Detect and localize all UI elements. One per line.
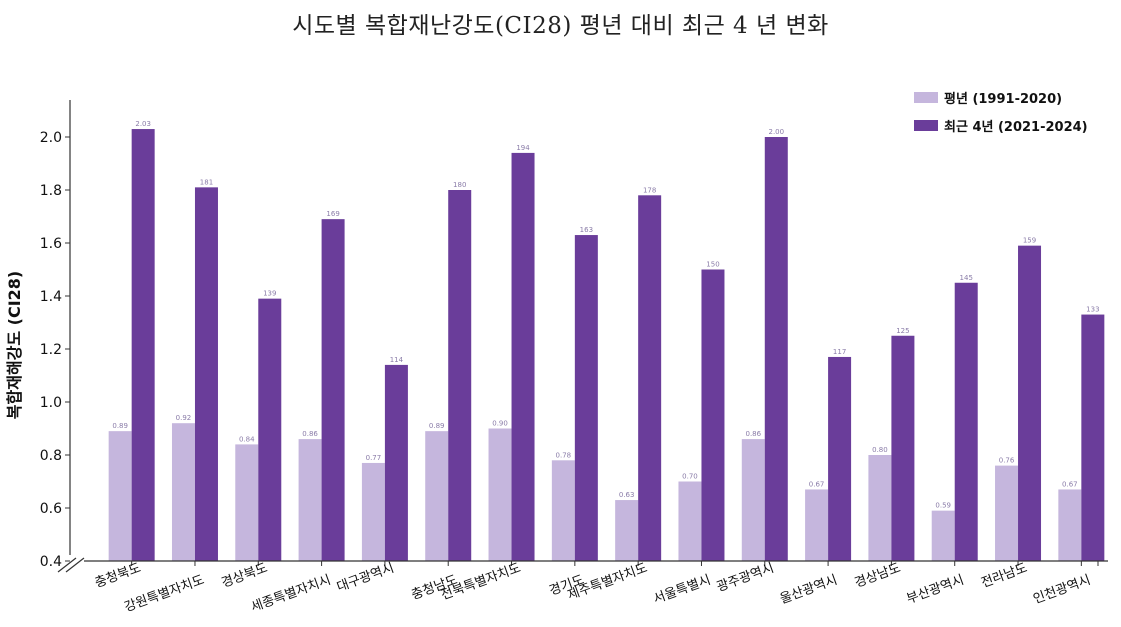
bar-recent-0	[131, 129, 155, 562]
value-label-normal-5: 0.89	[429, 422, 445, 430]
bars-layer	[108, 129, 1105, 562]
legend-swatch-1	[914, 120, 938, 131]
bar-normal-13	[931, 510, 955, 561]
bar-normal-10	[741, 439, 765, 561]
value-label-recent-8: 178	[643, 186, 656, 194]
category-label-9: 서울특별시	[652, 573, 713, 608]
bar-recent-5	[448, 190, 472, 561]
value-label-normal-6: 0.90	[492, 420, 508, 428]
legend-label-1: 최근 4년 (2021-2024)	[944, 120, 1088, 135]
bar-normal-12	[868, 455, 892, 561]
bar-normal-7	[551, 460, 575, 561]
legend-label-0: 평년 (1991-2020)	[944, 91, 1062, 107]
bar-recent-8	[638, 195, 662, 562]
value-label-normal-2: 0.84	[239, 435, 255, 443]
value-label-recent-14: 159	[1023, 237, 1036, 245]
y-tick-label-7: 1.8	[40, 183, 62, 199]
category-label-10: 광주광역시	[715, 561, 776, 596]
value-label-normal-3: 0.86	[302, 430, 318, 438]
value-label-normal-8: 0.63	[619, 491, 635, 499]
value-label-normal-11: 0.67	[809, 480, 825, 488]
value-label-normal-0: 0.89	[112, 422, 128, 430]
axis-break-mark-2	[65, 557, 85, 573]
category-label-14: 전라남도	[979, 561, 1029, 591]
bar-recent-10	[764, 137, 788, 561]
value-label-normal-4: 0.77	[366, 454, 382, 462]
bar-recent-12	[891, 335, 915, 561]
bar-normal-8	[615, 500, 639, 561]
value-label-recent-3: 169	[326, 210, 339, 218]
category-label-1: 강원특별자치도	[123, 573, 207, 616]
bar-normal-2	[235, 444, 259, 561]
value-label-recent-1: 181	[200, 178, 213, 186]
value-label-recent-9: 150	[706, 261, 719, 269]
y-tick-label-5: 1.4	[40, 289, 62, 305]
value-label-recent-10: 2.00	[768, 128, 784, 136]
value-labels-layer: 0.89 2.03 0.92 181 0.84 139 0.86 169 0.77 114 0.89…	[112, 120, 1099, 510]
bar-normal-6	[488, 428, 512, 561]
y-tick-label-1: 0.6	[40, 501, 62, 517]
legend-swatch-0	[914, 92, 938, 103]
bar-normal-11	[805, 489, 829, 561]
bar-recent-1	[194, 187, 218, 561]
value-label-normal-1: 0.92	[176, 414, 192, 422]
value-label-normal-15: 0.67	[1062, 480, 1078, 488]
axis-break-mark-1	[57, 557, 77, 573]
y-tick-label-4: 1.2	[40, 342, 62, 358]
y-tick-label-8: 2.0	[40, 130, 62, 146]
value-label-recent-6: 194	[516, 144, 530, 152]
bar-normal-4	[361, 462, 385, 561]
value-label-normal-14: 0.76	[999, 457, 1015, 465]
category-label-12: 경상남도	[853, 561, 903, 591]
value-label-normal-9: 0.70	[682, 473, 698, 481]
bar-recent-7	[574, 235, 598, 562]
y-tick-label-0: 0.4	[40, 554, 62, 570]
bar-recent-3	[321, 219, 345, 561]
value-label-recent-2: 139	[263, 290, 276, 298]
category-label-11: 울산광역시	[778, 573, 839, 608]
value-label-recent-0: 2.03	[135, 120, 151, 128]
category-label-2: 경상북도	[220, 561, 270, 591]
category-label-3: 세종특별자치시	[249, 573, 333, 616]
value-label-normal-7: 0.78	[556, 451, 572, 459]
value-label-normal-13: 0.59	[935, 502, 951, 510]
bar-recent-14	[1018, 245, 1042, 561]
bar-normal-15	[1058, 489, 1082, 561]
value-label-normal-10: 0.86	[745, 430, 761, 438]
category-label-0: 충청북도	[93, 561, 143, 591]
y-tick-label-2: 0.8	[40, 448, 62, 464]
bar-recent-9	[701, 269, 725, 561]
bar-normal-5	[425, 431, 449, 561]
bar-recent-13	[954, 282, 978, 561]
bar-normal-0	[108, 431, 132, 561]
value-label-recent-5: 180	[453, 181, 466, 189]
bar-recent-15	[1081, 314, 1105, 561]
chart-title: 시도별 복합재난강도(CI28) 평년 대비 최근 4 년 변화	[292, 13, 829, 39]
value-label-recent-7: 163	[580, 226, 593, 234]
value-label-normal-12: 0.80	[872, 446, 888, 454]
value-label-recent-13: 145	[960, 274, 973, 282]
bar-recent-11	[828, 356, 852, 561]
bar-normal-9	[678, 481, 702, 561]
bar-normal-1	[171, 423, 195, 561]
bar-recent-6	[511, 152, 535, 561]
value-label-recent-4: 114	[390, 356, 404, 364]
bar-normal-3	[298, 439, 322, 561]
bar-recent-2	[258, 298, 282, 561]
category-label-15: 인천광역시	[1031, 573, 1092, 608]
value-label-recent-15: 133	[1086, 306, 1099, 314]
value-label-recent-12: 125	[896, 327, 909, 335]
bar-recent-4	[384, 364, 408, 561]
bar-normal-14	[995, 465, 1019, 561]
y-tick-label-6: 1.6	[40, 236, 62, 252]
category-label-4: 대구광역시	[335, 561, 396, 596]
value-label-recent-11: 117	[833, 348, 846, 356]
y-tick-label-3: 1.0	[40, 395, 62, 411]
category-label-13: 부산광역시	[905, 573, 966, 608]
y-axis-label: 복합재해강도 (CI28)	[5, 271, 24, 419]
legend: 평년 (1991-2020) 최근 4년 (2021-2024)	[914, 91, 1088, 135]
